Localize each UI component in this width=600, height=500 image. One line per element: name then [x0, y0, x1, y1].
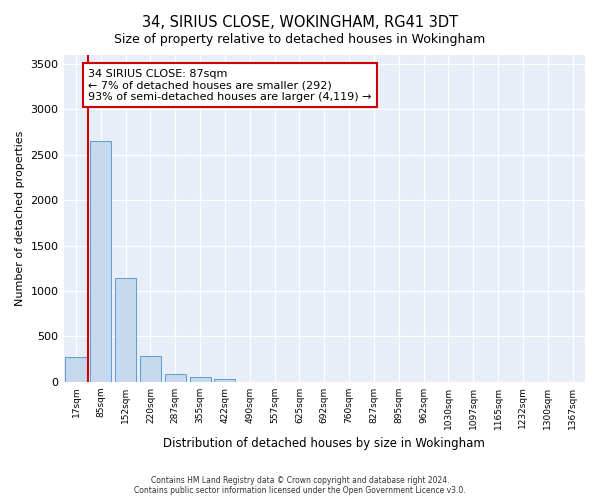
Bar	[140, 356, 161, 382]
X-axis label: Distribution of detached houses by size in Wokingham: Distribution of detached houses by size …	[163, 437, 485, 450]
Bar	[65, 357, 86, 382]
Text: Contains HM Land Registry data © Crown copyright and database right 2024.
Contai: Contains HM Land Registry data © Crown c…	[134, 476, 466, 495]
Text: 34, SIRIUS CLOSE, WOKINGHAM, RG41 3DT: 34, SIRIUS CLOSE, WOKINGHAM, RG41 3DT	[142, 15, 458, 30]
Bar	[214, 378, 235, 382]
Text: Size of property relative to detached houses in Wokingham: Size of property relative to detached ho…	[115, 32, 485, 46]
Bar	[115, 278, 136, 382]
Text: 34 SIRIUS CLOSE: 87sqm
← 7% of detached houses are smaller (292)
93% of semi-det: 34 SIRIUS CLOSE: 87sqm ← 7% of detached …	[88, 68, 372, 102]
Bar	[90, 141, 112, 382]
Bar	[190, 376, 211, 382]
Y-axis label: Number of detached properties: Number of detached properties	[15, 130, 25, 306]
Bar	[165, 374, 186, 382]
